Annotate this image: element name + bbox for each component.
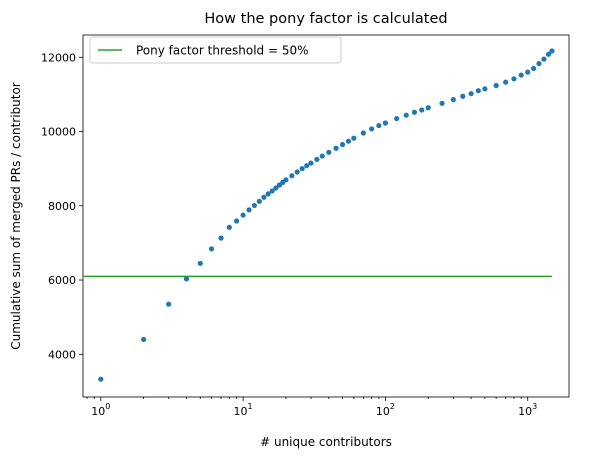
scatter-point — [183, 276, 190, 282]
scatter-point — [333, 145, 339, 151]
scatter-point — [394, 115, 400, 122]
y-axis-label: Cumulative sum of merged PRs / contribut… — [9, 82, 23, 350]
scatter-point — [218, 235, 224, 241]
scatter-point — [425, 105, 431, 111]
scatter-point — [345, 138, 352, 144]
scatter-point — [493, 82, 499, 89]
scatter-point — [261, 194, 267, 200]
scatter-point — [226, 224, 232, 230]
scatter-point — [525, 69, 531, 75]
scatter-point — [246, 207, 252, 213]
x-tick-label: 100 — [91, 402, 110, 418]
scatter-point — [545, 51, 552, 57]
scatter-point — [419, 107, 425, 113]
scatter-point — [351, 135, 357, 141]
scatter-point — [265, 191, 271, 197]
scatter-point — [233, 218, 240, 224]
scatter-point — [289, 173, 295, 179]
chart-title: How the pony factor is calculated — [204, 11, 447, 27]
scatter-point — [294, 169, 300, 175]
y-tick-label: 6000 — [48, 274, 76, 287]
scatter-point — [251, 202, 257, 209]
scatter-point — [326, 149, 332, 155]
x-axis-ticks: 100 101 102 103 — [86, 397, 537, 418]
plot-frame — [82, 34, 570, 398]
scatter-point — [299, 166, 305, 172]
scatter-point — [376, 122, 382, 129]
scatter-point — [369, 126, 375, 132]
scatter-point — [482, 86, 488, 92]
scatter-point — [197, 260, 203, 266]
scatter-point — [439, 100, 445, 106]
y-tick-label: 12000 — [41, 51, 76, 64]
scatter-point — [468, 91, 474, 97]
legend-box — [89, 36, 342, 64]
scatter-point — [511, 76, 517, 82]
y-axis-ticks: 4000 6000 8000 10000 12000 — [41, 51, 83, 361]
scatter-point — [475, 88, 481, 94]
scatter-point — [339, 141, 346, 148]
scatter-point — [283, 177, 289, 183]
scatter-point — [450, 97, 456, 103]
scatter-point — [411, 109, 418, 115]
scatter-point — [360, 130, 366, 136]
legend-label-threshold: Pony factor threshold = 50% — [136, 44, 309, 58]
scatter-points — [98, 48, 555, 382]
scatter-point — [549, 48, 555, 54]
scatter-point — [304, 163, 310, 169]
x-tick-label: 101 — [234, 402, 253, 418]
scatter-point — [308, 160, 314, 166]
scatter-point — [240, 212, 246, 218]
scatter-point — [319, 153, 325, 159]
scatter-point — [269, 188, 275, 194]
scatter-point — [273, 185, 279, 191]
y-tick-label: 10000 — [41, 126, 76, 139]
scatter-point — [403, 112, 409, 118]
scatter-point — [382, 120, 389, 126]
x-tick-label: 102 — [376, 402, 395, 418]
plot-area — [82, 34, 570, 398]
scatter-point — [166, 301, 172, 307]
y-tick-label: 4000 — [48, 348, 76, 361]
scatter-point — [518, 72, 524, 78]
scatter-point — [536, 60, 542, 67]
scatter-point — [314, 156, 320, 162]
scatter-point — [460, 93, 466, 99]
y-tick-label: 8000 — [48, 200, 76, 213]
scatter-point — [98, 376, 104, 382]
scatter-point — [141, 336, 147, 343]
scatter-point — [503, 79, 509, 85]
scatter-point — [531, 65, 537, 72]
legend: Pony factor threshold = 50% — [89, 36, 342, 64]
x-axis-label: # unique contributors — [260, 435, 392, 449]
x-tick-label: 103 — [518, 402, 537, 418]
scatter-point — [256, 198, 262, 204]
scatter-point — [541, 56, 547, 62]
scatter-point — [208, 246, 215, 252]
